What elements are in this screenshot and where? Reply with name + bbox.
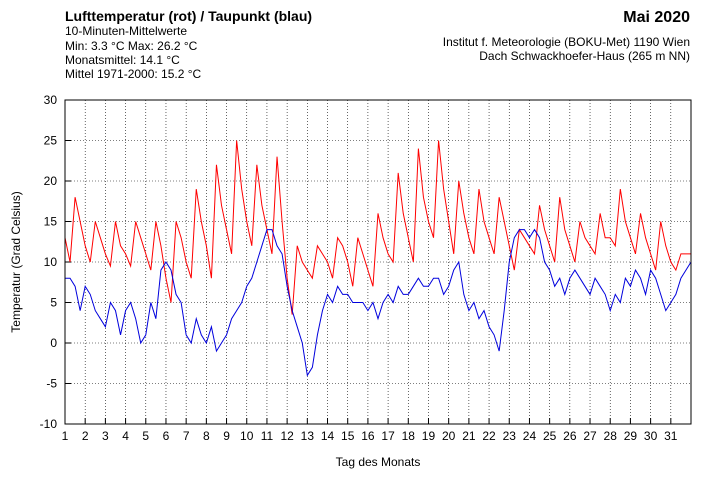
y-axis-label: Temperatur (Grad Celsius) [9, 191, 23, 332]
y-tick-label: 30 [44, 93, 58, 107]
y-tick-label: 0 [50, 336, 57, 350]
x-tick-label: 28 [604, 429, 618, 443]
y-tick-label: 25 [44, 134, 58, 148]
plot-frame [64, 99, 692, 425]
x-tick-label: 26 [563, 429, 577, 443]
info-line: Monatsmittel: 14.1 °C [65, 53, 180, 67]
x-tick-label: 5 [142, 429, 149, 443]
x-tick-label: 16 [361, 429, 375, 443]
x-tick-label: 19 [422, 429, 436, 443]
x-tick-label: 4 [122, 429, 129, 443]
x-tick-label: 14 [321, 429, 335, 443]
x-tick-label: 24 [523, 429, 537, 443]
x-tick-label: 3 [102, 429, 109, 443]
x-tick-label: 22 [482, 429, 496, 443]
x-tick-label: 31 [664, 429, 678, 443]
x-tick-label: 9 [223, 429, 230, 443]
x-tick-label: 13 [301, 429, 315, 443]
x-tick-label: 30 [644, 429, 658, 443]
x-tick-label: 15 [341, 429, 355, 443]
x-tick-label: 2 [82, 429, 89, 443]
x-tick-label: 27 [583, 429, 597, 443]
x-tick-label: 12 [280, 429, 294, 443]
y-tick-label: 20 [44, 174, 58, 188]
x-tick-label: 8 [203, 429, 210, 443]
series-line [64, 140, 691, 315]
y-tick-label: 15 [44, 215, 58, 229]
info-line: Min: 3.3 °C Max: 26.2 °C [65, 39, 198, 53]
source-line: Dach Schwackhoefer-Haus (265 m NN) [479, 49, 690, 63]
x-tick-label: 23 [503, 429, 517, 443]
source-line: Institut f. Meteorologie (BOKU-Met) 1190… [443, 35, 690, 49]
x-tick-label: 11 [261, 429, 274, 443]
x-tick-label: 25 [543, 429, 557, 443]
x-tick-label: 1 [62, 429, 69, 443]
x-tick-label: 29 [624, 429, 638, 443]
x-tick-label: 10 [240, 429, 254, 443]
y-tick-label: 10 [44, 255, 58, 269]
x-tick-label: 18 [402, 429, 416, 443]
chart-title: Lufttemperatur (rot) / Taupunkt (blau) [65, 8, 312, 24]
x-tick-label: 17 [381, 429, 395, 443]
series-line [65, 228, 692, 377]
subtitle: 10-Minuten-Mittelwerte [65, 24, 187, 38]
y-tick-label: 5 [50, 296, 57, 310]
x-tick-label: 7 [183, 429, 190, 443]
y-tick-label: -5 [46, 377, 57, 391]
y-tick-label: -10 [40, 417, 58, 431]
x-tick-label: 21 [462, 429, 476, 443]
period: Mai 2020 [623, 9, 690, 26]
info-line: Mittel 1971-2000: 15.2 °C [65, 67, 202, 81]
x-tick-label: 6 [163, 429, 170, 443]
x-tick-label: 20 [442, 429, 456, 443]
x-axis-label: Tag des Monats [336, 455, 421, 469]
